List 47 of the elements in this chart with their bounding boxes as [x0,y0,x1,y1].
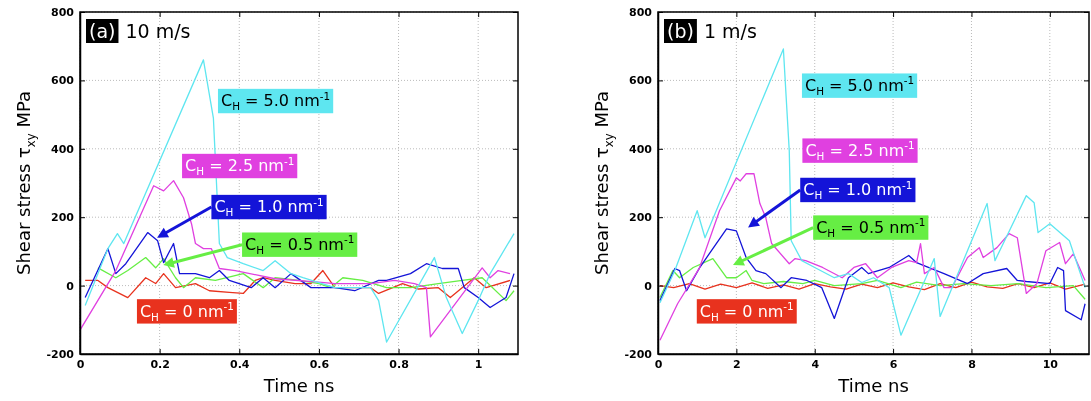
x-axis-title: Time ns [262,375,335,396]
x-axis-title: Time ns [837,375,909,396]
legend-label: C$_{H}$ = 0.5 nm$^{-1}$ [245,233,355,256]
x-tick-label: 0 [76,357,85,371]
chart-subtitle: 10 m/s [125,20,191,42]
series-label: C$_{H}$ = 0 nm$^{-1}$ [699,300,794,323]
y-tick-label: 400 [51,142,75,156]
x-tick-label: 0.2 [150,357,170,371]
y-tick-label: 400 [629,142,653,156]
x-tick-label: 8 [968,357,976,371]
line-series [84,269,511,299]
x-tick-label: 1 [474,357,483,371]
text: C$_{H}$ = 2.5 nm$^{-1}$ [805,139,915,162]
x-tick-label: 6 [889,357,898,371]
y-tick-label: 600 [51,74,75,88]
y-tick-label: -200 [624,348,653,362]
x-tick-label: 0.8 [389,357,409,371]
y-tick-label: 200 [629,211,653,225]
x-tick-label: 10 [1042,357,1059,371]
chart-title: (b) [667,20,694,42]
x-tick-label: 0.6 [309,357,330,371]
series-label: C$_{H}$ = 5.0 nm$^{-1}$ [220,89,331,113]
x-tick-label: 0 [654,357,663,371]
x-tick-label: 4 [811,357,820,371]
y-tick-label: 0 [644,279,653,293]
series-label: C$_{H}$ = 5.0 nm$^{-1}$ [804,74,915,97]
line-series [659,48,1086,336]
line-series [659,173,1086,341]
y-tick-label: -200 [46,348,75,362]
text: C$_{H}$ = 1.0 nm$^{-1}$ [214,195,324,219]
line-series [97,256,515,302]
text: C$_{H}$ = 0.5 nm$^{-1}$ [816,216,926,239]
y-tick-label: 200 [51,211,75,225]
y-tick-label: 0 [66,279,75,293]
y-tick-label: 800 [51,6,75,20]
line-series [84,59,515,343]
chart-subtitle: 1 m/s [703,20,757,42]
series-label: C$_{H}$ = 2.5 nm$^{-1}$ [185,154,295,178]
y-tick-label: 600 [629,74,653,88]
series-label: C$_{H}$ = 0 nm$^{-1}$ [139,300,234,323]
line-series [659,257,1086,300]
line-series [80,179,511,338]
x-tick-label: 2 [733,357,741,371]
y-tick-label: 800 [629,6,653,20]
chart-title: (a) [89,20,116,42]
text: C$_{H}$ = 1.0 nm$^{-1}$ [803,178,913,202]
x-tick-label: 0.4 [230,357,250,371]
